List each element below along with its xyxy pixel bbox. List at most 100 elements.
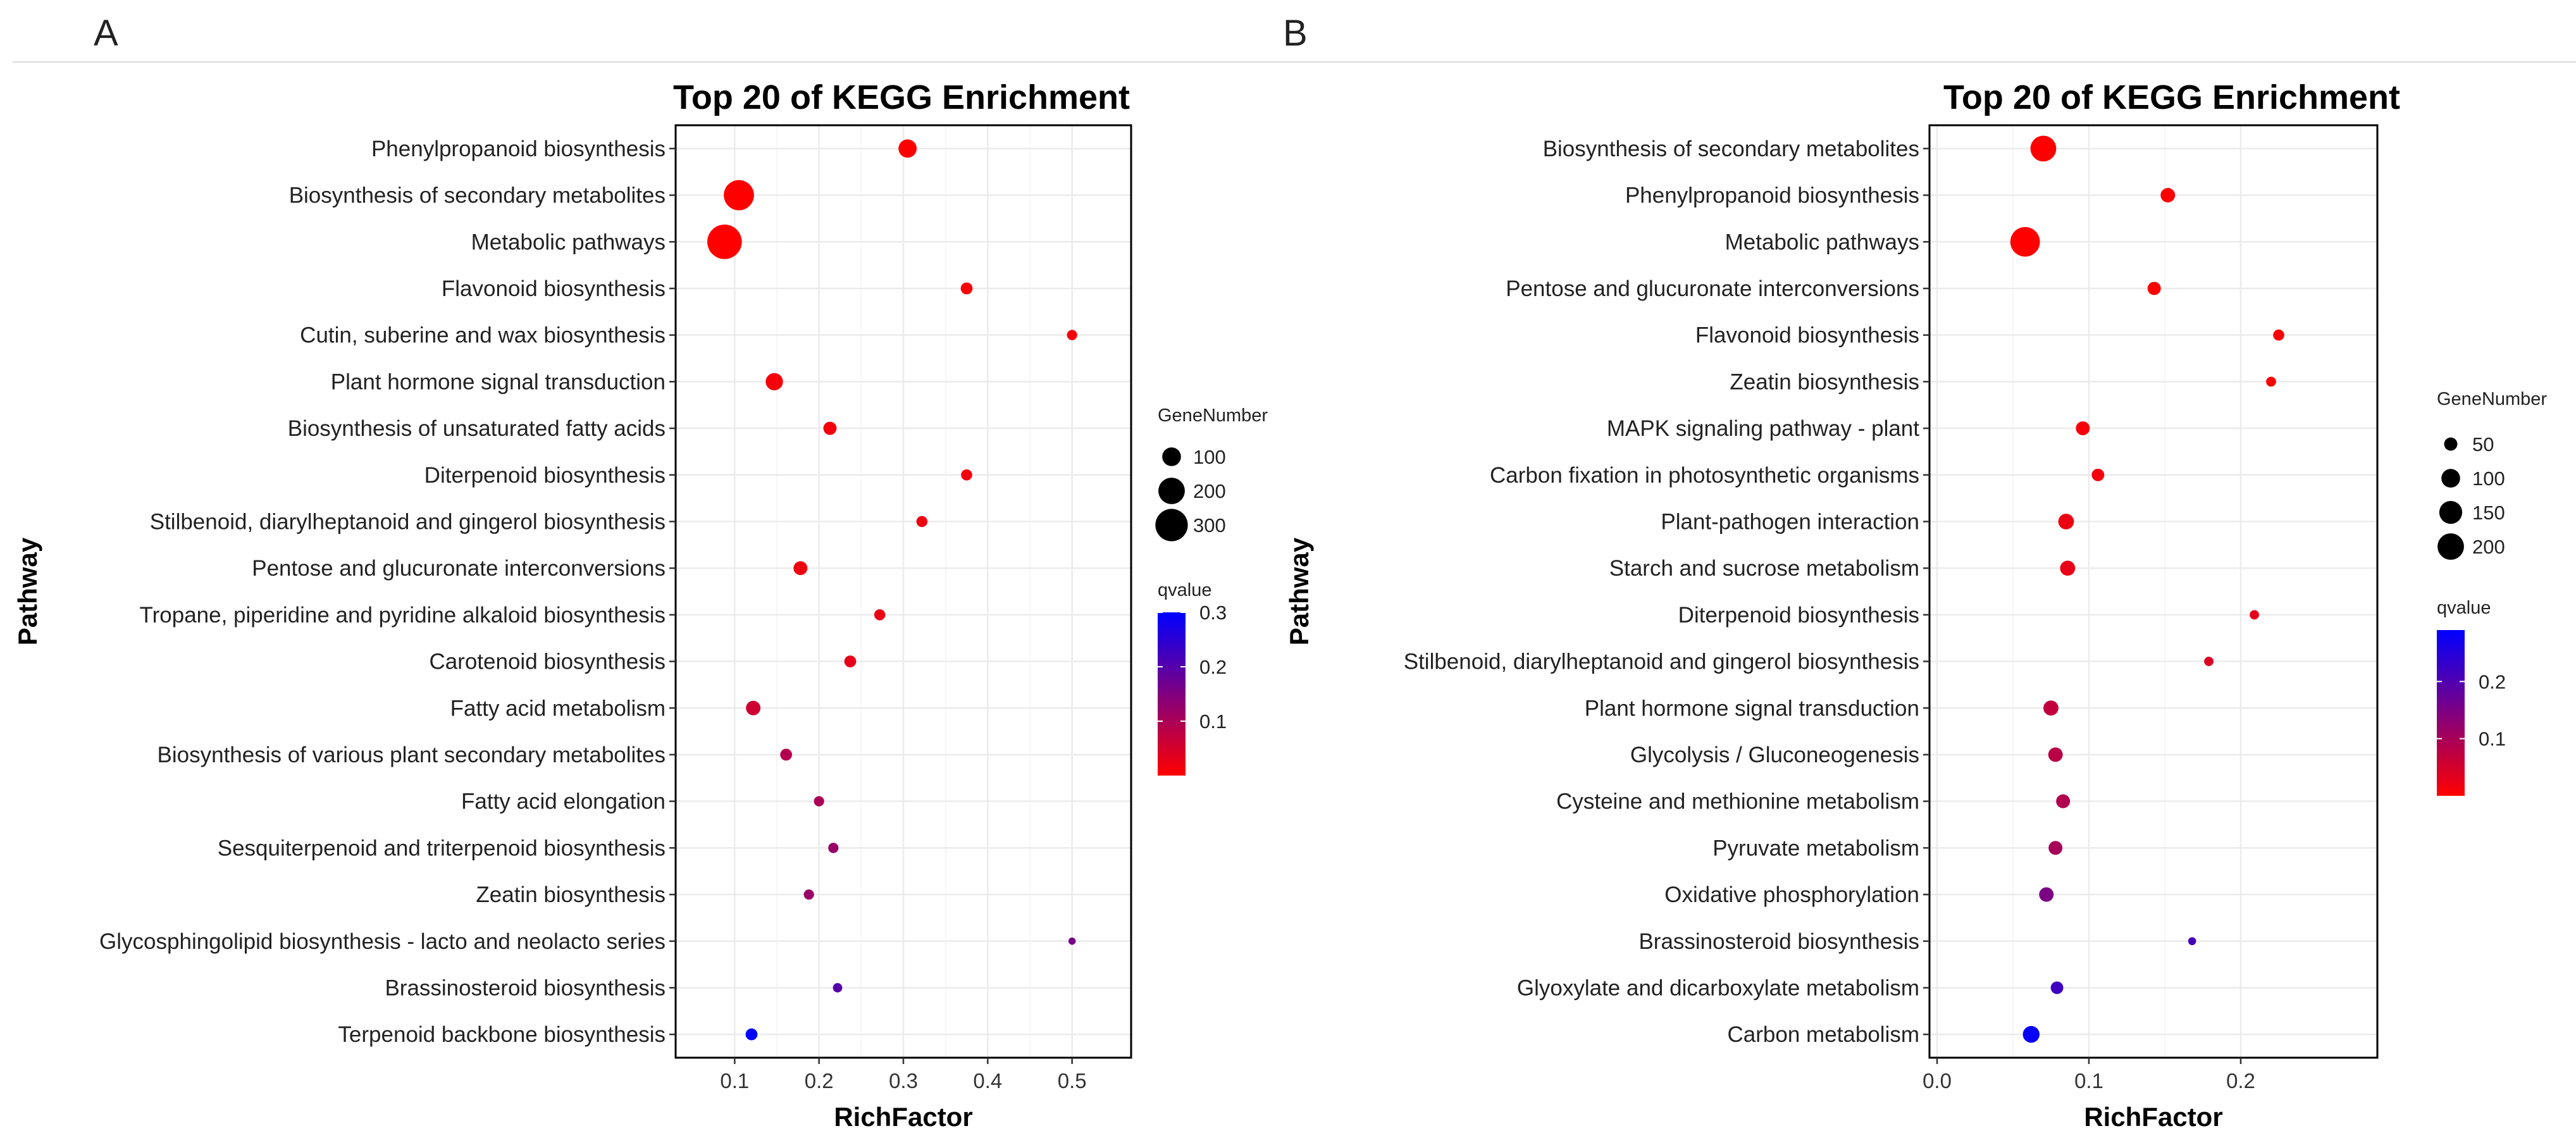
x-tick-label-a: 0.4: [973, 1069, 1002, 1092]
y-tick-label-a: Brassinosteroid biosynthesis: [385, 975, 666, 1000]
data-point-b: [2060, 560, 2076, 576]
y-tick-label-a: Diterpenoid biosynthesis: [424, 463, 666, 488]
size-legend-dot-a: [1158, 478, 1185, 504]
color-legend-label-a: 0.2: [1199, 656, 1227, 678]
data-point-a: [916, 516, 928, 528]
plot-area-b: [1929, 125, 2377, 1058]
y-tick-label-b: Starch and sucrose metabolism: [1609, 556, 1919, 581]
y-tick-label-a: Tropane, piperidine and pyridine alkaloi…: [140, 603, 666, 628]
y-tick-label-b: Carbon fixation in photosynthetic organi…: [1490, 463, 1919, 488]
y-tick-label-b: Oxidative phosphorylation: [1664, 882, 1919, 907]
y-tick-label-b: Pentose and glucuronate interconversions: [1506, 276, 1919, 301]
y-tick-label-a: Plant hormone signal transduction: [331, 369, 666, 394]
y-tick-label-a: Terpenoid backbone biosynthesis: [338, 1022, 666, 1047]
y-tick-label-a: Biosynthesis of secondary metabolites: [289, 183, 666, 208]
y-tick-label-a: Pentose and glucuronate interconversions: [252, 556, 666, 581]
size-legend-label-a: 200: [1193, 480, 1226, 502]
data-point-b: [2048, 747, 2063, 762]
x-tick-label-a: 0.3: [889, 1069, 918, 1092]
y-tick-label-b: Diterpenoid biosynthesis: [1678, 603, 1919, 628]
y-tick-label-a: Flavonoid biosynthesis: [442, 276, 666, 301]
color-legend-title-b: qvalue: [2437, 598, 2491, 618]
x-tick-label-b: 0.1: [2074, 1069, 2103, 1092]
color-legend-label-a: 0.1: [1199, 710, 1227, 733]
x-tick-label-b: 0.0: [1923, 1069, 1952, 1092]
data-point-a: [833, 983, 843, 993]
size-legend-dot-b: [2437, 533, 2464, 560]
data-point-b: [2058, 514, 2074, 529]
data-point-a: [793, 561, 808, 576]
data-point-b: [2091, 468, 2105, 481]
data-point-b: [2188, 937, 2196, 946]
size-legend-dot-a: [1162, 447, 1181, 466]
color-legend-title-a: qvalue: [1158, 580, 1211, 600]
y-tick-label-b: Flavonoid biosynthesis: [1695, 323, 1919, 348]
size-legend-dot-a: [1155, 509, 1188, 542]
color-legend-bar-b: [2437, 630, 2465, 796]
size-legend-label-a: 100: [1193, 446, 1226, 468]
y-tick-label-a: Stilbenoid, diarylheptanoid and gingerol…: [150, 509, 666, 534]
y-tick-label-a: Metabolic pathways: [471, 230, 666, 254]
size-legend-label-b: 150: [2472, 502, 2505, 524]
data-point-b: [2056, 794, 2071, 808]
data-point-b: [2010, 226, 2040, 257]
data-point-a: [823, 421, 837, 435]
x-tick-label-b: 0.2: [2226, 1069, 2255, 1092]
y-tick-label-a: Zeatin biosynthesis: [476, 882, 666, 907]
color-legend-label-b: 0.1: [2479, 728, 2506, 750]
data-point-a: [898, 139, 917, 158]
size-legend-label-b: 50: [2472, 433, 2494, 455]
data-point-a: [780, 748, 793, 761]
data-point-a: [844, 655, 857, 667]
y-tick-label-b: Plant hormone signal transduction: [1585, 696, 1919, 721]
y-tick-label-b: MAPK signaling pathway - plant: [1607, 416, 1919, 441]
size-legend-dot-b: [2444, 437, 2458, 451]
size-legend-label-b: 200: [2472, 536, 2505, 558]
data-point-a: [745, 1028, 758, 1041]
size-legend-title-b: GeneNumber: [2437, 389, 2547, 409]
chart-title-b: Top 20 of KEGG Enrichment: [1943, 78, 2400, 116]
y-tick-label-a: Fatty acid elongation: [461, 789, 666, 814]
x-axis-label-a: RichFactor: [834, 1102, 972, 1132]
size-legend-dot-b: [2441, 469, 2460, 488]
data-point-b: [2022, 1025, 2040, 1043]
y-tick-label-a: Biosynthesis of various plant secondary …: [158, 743, 666, 767]
data-point-b: [2039, 887, 2054, 902]
chart-title-a: Top 20 of KEGG Enrichment: [673, 78, 1130, 116]
data-point-b: [2266, 376, 2276, 387]
y-tick-label-a: Fatty acid metabolism: [450, 696, 666, 721]
data-point-a: [765, 373, 783, 390]
data-point-b: [2250, 610, 2260, 620]
y-tick-label-a: Glycosphingolipid biosynthesis - lacto a…: [99, 929, 666, 954]
data-point-a: [960, 282, 973, 295]
data-point-b: [2030, 135, 2057, 162]
y-tick-label-b: Pyruvate metabolism: [1712, 836, 1919, 860]
size-legend-title-a: GeneNumber: [1158, 405, 1268, 426]
chart-panel-b: Top 20 of KEGG Enrichment Biosynthesis of…: [1284, 78, 2547, 1132]
y-tick-label-a: Carotenoid biosynthesis: [429, 650, 666, 674]
y-tick-label-b: Zeatin biosynthesis: [1730, 369, 1919, 394]
data-point-b: [2160, 188, 2176, 203]
y-tick-label-b: Stilbenoid, diarylheptanoid and gingerol…: [1404, 650, 1919, 674]
plot-border-b: [1928, 124, 2379, 1059]
color-legend-bar-a: [1158, 612, 1186, 776]
data-point-b: [2076, 421, 2090, 436]
data-point-a: [828, 843, 839, 853]
data-point-a: [1067, 330, 1077, 340]
color-legend-label-a: 0.3: [1199, 602, 1227, 624]
data-point-a: [814, 796, 824, 807]
data-point-a: [1068, 938, 1076, 945]
data-point-b: [2273, 329, 2284, 341]
data-point-a: [803, 889, 814, 900]
data-point-b: [2147, 282, 2161, 295]
y-axis-label-b: Pathway: [1284, 537, 1314, 645]
y-tick-label-b: Metabolic pathways: [1725, 230, 1919, 254]
data-point-b: [2204, 657, 2214, 666]
data-point-b: [2050, 981, 2064, 994]
panel-label-a: A: [94, 13, 118, 54]
panel-label-b: B: [1283, 13, 1308, 54]
chart-panel-a: Top 20 of KEGG Enrichment Phenylpropanoid…: [13, 78, 1268, 1132]
data-point-a: [724, 180, 754, 211]
data-point-a: [874, 609, 886, 621]
